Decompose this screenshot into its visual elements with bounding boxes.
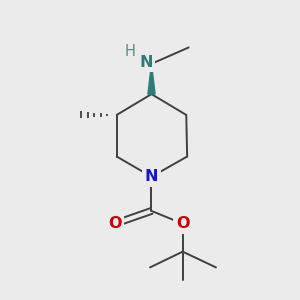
- Text: N: N: [145, 169, 158, 184]
- Text: H: H: [124, 44, 136, 59]
- Text: O: O: [176, 216, 189, 231]
- Text: O: O: [108, 216, 122, 231]
- Text: N: N: [140, 55, 153, 70]
- Polygon shape: [148, 64, 155, 94]
